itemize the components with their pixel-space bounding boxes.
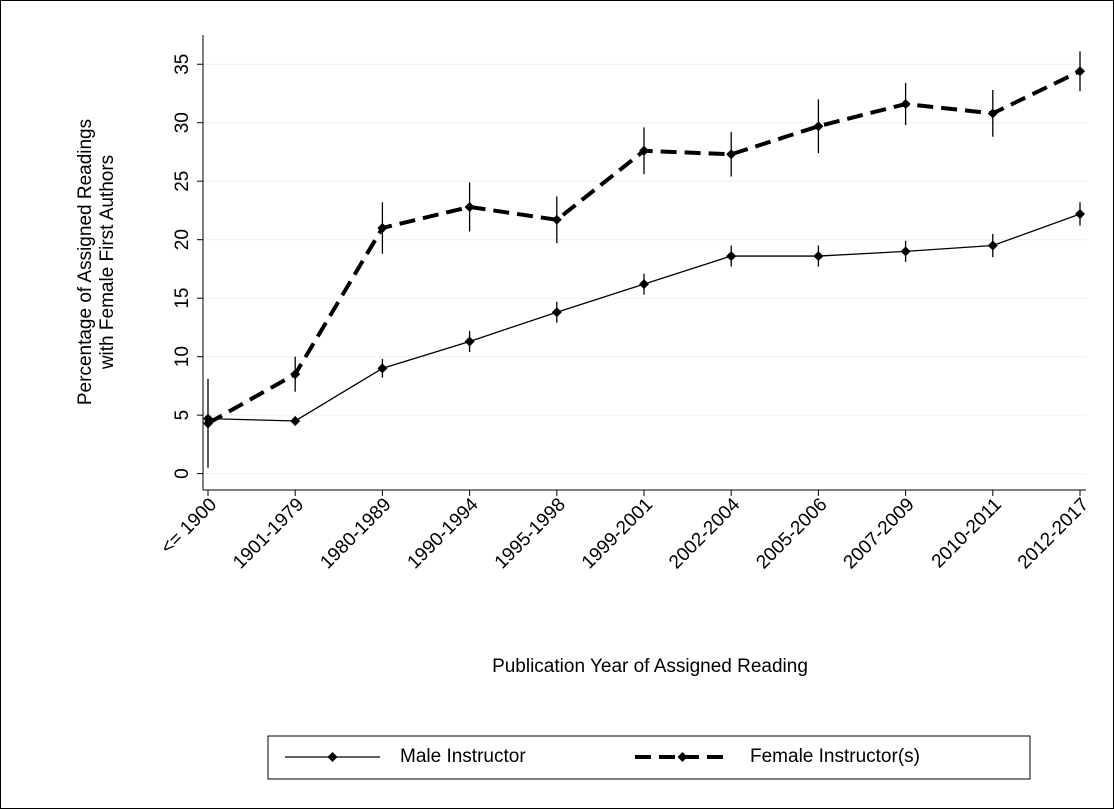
marker: [813, 251, 824, 262]
marker: [551, 307, 562, 318]
marker: [900, 99, 911, 110]
marker: [726, 251, 737, 262]
marker: [551, 214, 562, 225]
y-axis-label-line: with Female First Authors: [97, 155, 118, 370]
marker: [987, 240, 998, 251]
y-tick-label: 15: [172, 288, 193, 309]
marker: [1075, 208, 1085, 219]
y-tick-label: 10: [172, 346, 193, 367]
y-axis-label-line: Percentage of Assigned Readings: [75, 119, 96, 405]
legend-marker: [677, 752, 688, 762]
legend-marker: [327, 752, 338, 762]
marker: [900, 246, 911, 257]
marker: [1075, 66, 1085, 77]
x-axis-label: Publication Year of Assigned Reading: [492, 656, 808, 677]
marker: [726, 149, 737, 160]
marker: [203, 418, 213, 429]
y-tick-label: 0: [172, 468, 193, 479]
y-axis-label: Percentage of Assigned Readings with Fem…: [75, 119, 118, 405]
marker: [639, 279, 649, 290]
y-tick-label: 5: [172, 410, 193, 421]
marker: [813, 121, 824, 132]
y-tick-label: 25: [172, 171, 193, 192]
marker: [290, 369, 301, 380]
marker: [639, 145, 649, 156]
legend-label: Male Instructor: [400, 746, 526, 767]
marker: [290, 415, 301, 426]
marker: [987, 108, 998, 119]
marker: [464, 201, 475, 212]
marker: [464, 336, 475, 347]
y-tick-label: 35: [172, 54, 193, 75]
marker: [377, 363, 388, 374]
legend-label: Female Instructor(s): [750, 746, 920, 767]
y-tick-label: 20: [172, 229, 193, 250]
marker: [377, 222, 388, 233]
y-tick-label: 30: [172, 112, 193, 133]
